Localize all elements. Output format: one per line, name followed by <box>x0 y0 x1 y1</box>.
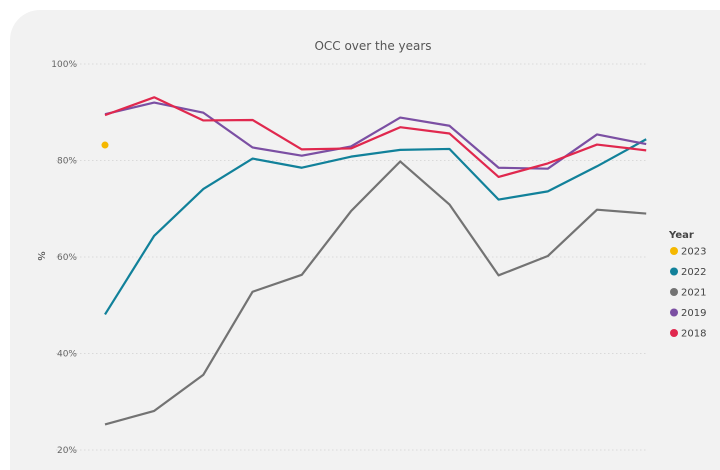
line-chart: OCC over the years % 20% 40% 60% 80% 100% Ye… <box>35 39 706 456</box>
legend-marker-2019 <box>670 308 678 317</box>
legend-label-2023: 2023 <box>681 247 706 258</box>
y-axis-ticks: 20% 40% 60% 80% 100% <box>51 60 77 456</box>
y-tick-label: 80% <box>57 157 77 167</box>
legend-label-2022: 2022 <box>681 267 706 278</box>
series-line-2021 <box>104 160 647 426</box>
legend-title: Year <box>668 230 694 241</box>
legend-marker-2022 <box>670 267 678 276</box>
legend: Year 2023 2022 2021 2019 2018 <box>668 230 706 340</box>
series-line-2018 <box>104 96 647 179</box>
y-tick-label: 100% <box>51 60 77 70</box>
y-tick-label: 20% <box>57 446 77 456</box>
y-axis-label: % <box>35 251 46 261</box>
y-tick-label: 40% <box>57 350 77 360</box>
y-tick-label: 60% <box>57 253 77 263</box>
gridlines <box>56 63 648 451</box>
data-point-2023 <box>101 141 109 149</box>
legend-marker-2021 <box>670 288 678 296</box>
legend-label-2018: 2018 <box>681 329 706 340</box>
legend-marker-2018 <box>670 329 678 337</box>
legend-label-2019: 2019 <box>681 308 706 319</box>
legend-label-2021: 2021 <box>681 288 706 299</box>
chart-card <box>10 10 720 470</box>
chart-title: OCC over the years <box>314 39 431 53</box>
series-lines <box>101 96 647 426</box>
series-line-2022 <box>104 138 647 316</box>
legend-marker-2023 <box>670 247 678 255</box>
series-line-2019 <box>104 101 647 170</box>
